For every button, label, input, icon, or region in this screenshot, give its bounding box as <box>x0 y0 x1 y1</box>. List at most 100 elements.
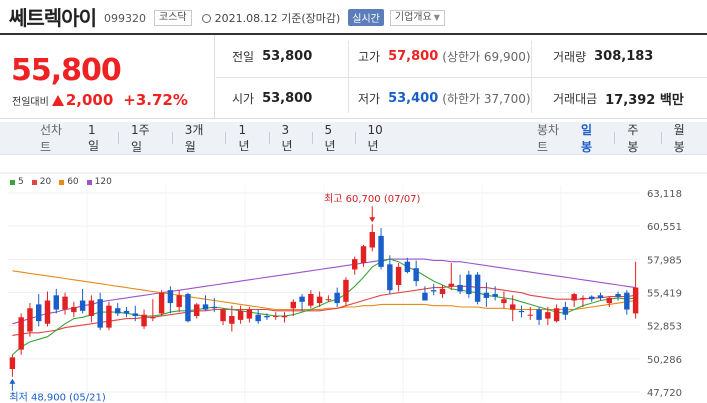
candle-body <box>615 294 621 297</box>
tab-1y[interactable]: 1년 <box>238 122 250 153</box>
legend-swatch <box>10 179 15 185</box>
candle-body <box>308 294 314 306</box>
candle-body <box>553 308 560 322</box>
candle-body <box>62 296 68 310</box>
low-label: 저가 <box>358 91 381 106</box>
candle-body <box>580 297 586 300</box>
open-label: 시가 <box>232 91 255 106</box>
candle-chart-label: 봉차트 <box>536 123 560 154</box>
candle-body <box>562 306 569 315</box>
candle-body <box>387 264 393 291</box>
candle-body <box>369 232 375 248</box>
candle-body <box>53 295 59 310</box>
chart-toolbar: 선차트 1일 1주일 3개월 1년 3년 5년 10년 봉차트 일봉 주봉 월봉 <box>0 122 707 155</box>
tab-3m[interactable]: 3개월 <box>184 123 204 154</box>
tab-10y[interactable]: 10년 <box>367 122 383 153</box>
prev-close-value: 53,800 <box>262 48 313 64</box>
divider <box>311 132 313 144</box>
prev-close: 전일 53,800 <box>232 35 312 77</box>
high-arrowhead <box>369 217 376 223</box>
price-summary: 55,800 전일대비 2,000 +3.72% 전일 53,800 고가 57,8… <box>0 33 707 119</box>
tab-1d[interactable]: 1일 <box>88 122 100 153</box>
tab-monthly[interactable]: 월봉 <box>673 123 685 154</box>
legend-label: 5 <box>18 177 24 187</box>
tab-daily[interactable]: 일봉 <box>581 123 593 154</box>
legend-label: 20 <box>39 177 52 187</box>
candle-body <box>448 283 454 287</box>
candle-body <box>123 310 130 314</box>
stock-name[interactable]: 쎄트렉아이 <box>9 6 97 30</box>
divider <box>268 132 270 144</box>
y-tick-label: 57,985 <box>647 255 682 266</box>
candle-body <box>71 306 77 313</box>
candle-body <box>597 295 604 298</box>
candle-body <box>632 287 639 314</box>
divider <box>216 77 707 78</box>
divider <box>531 41 532 113</box>
price-detail-grid: 전일 53,800 고가 57,800 (상한가 69,900) 거래량 308,183… <box>216 35 707 119</box>
candle-body <box>9 357 16 369</box>
candle-body <box>325 299 332 301</box>
candle-body <box>273 316 279 318</box>
legend-swatch <box>31 179 37 185</box>
candle-body <box>290 301 296 309</box>
tab-1w[interactable]: 1주일 <box>131 123 150 154</box>
change-label: 전일대비 <box>12 96 49 108</box>
divider <box>171 132 173 144</box>
legend-swatch <box>86 179 92 185</box>
candle-body <box>88 300 95 317</box>
candle-body <box>352 259 358 270</box>
legend-ma120[interactable]: 120 <box>86 177 112 187</box>
open-value: 53,800 <box>262 90 313 106</box>
candle-body <box>44 300 51 324</box>
divider <box>354 132 356 144</box>
candle-body <box>518 310 525 313</box>
market-badge: 코스닥 <box>154 9 192 26</box>
candle-body <box>510 304 516 310</box>
volume-value: 308,183 <box>594 48 654 64</box>
company-info-dropdown[interactable]: 기업개요 ▼ <box>389 9 445 26</box>
lower-limit: (하한가 37,700) <box>442 91 531 106</box>
candle-body <box>202 304 209 310</box>
low-price: 저가 53,400 (하한가 37,700) <box>358 77 531 119</box>
legend-ma20[interactable]: 20 <box>31 177 52 187</box>
candle-body <box>624 292 630 310</box>
candle-body <box>150 317 156 319</box>
chart-legend: 5 20 60 120 <box>10 177 120 187</box>
candle-body <box>360 246 367 264</box>
candle-body <box>378 235 384 267</box>
moving-average-line <box>12 258 636 325</box>
candle-body <box>220 309 226 322</box>
legend-ma5[interactable]: 5 <box>10 177 24 187</box>
candle-body <box>194 304 200 317</box>
company-info-label: 기업개요 <box>394 11 432 23</box>
realtime-button[interactable]: 실시간 <box>348 9 384 26</box>
divider <box>225 132 227 144</box>
volume-label: 거래량 <box>553 49 587 64</box>
candle-body <box>27 308 33 332</box>
y-tick-label: 50,286 <box>647 355 682 366</box>
high-price: 고가 57,800 (상한가 69,900) <box>358 35 531 77</box>
divider <box>348 41 349 113</box>
divider <box>660 132 662 144</box>
tab-weekly[interactable]: 주봉 <box>627 123 639 154</box>
candle-body <box>422 292 428 301</box>
candle-body <box>431 290 437 292</box>
candle-body <box>299 296 305 302</box>
candle-body <box>36 304 42 322</box>
legend-ma60[interactable]: 60 <box>59 177 79 187</box>
amount-value: 17,392 백만 <box>605 92 684 108</box>
candle-body <box>158 292 165 314</box>
tab-3y[interactable]: 3년 <box>281 122 293 153</box>
candlestick-chart[interactable]: 63,118 60,551 57,985 55,419 52,853 50,286 47,7… <box>0 155 707 403</box>
candle-body <box>115 308 121 314</box>
tab-5y[interactable]: 5년 <box>324 122 336 153</box>
y-tick-label: 47,720 <box>647 388 682 399</box>
candle-body <box>571 294 577 301</box>
candle-body <box>439 288 446 295</box>
low-value: 53,400 <box>388 90 439 106</box>
amount-label: 거래대금 <box>553 91 598 106</box>
candle-body <box>483 292 490 298</box>
candle-body <box>466 274 472 295</box>
candle-body <box>395 266 402 285</box>
